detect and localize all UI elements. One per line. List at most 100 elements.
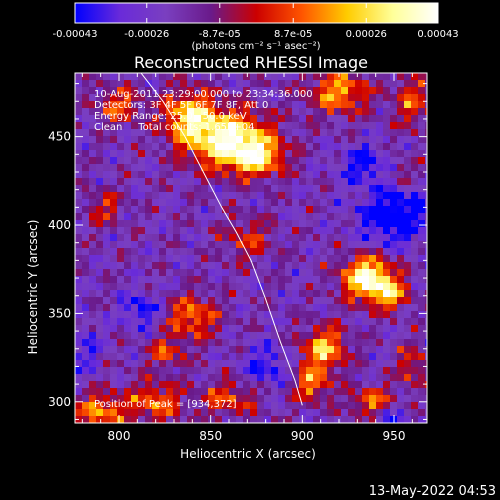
heatmap-cell (96, 395, 104, 403)
heatmap-cell (208, 73, 216, 81)
heatmap-cell (306, 206, 314, 214)
heatmap-cell (299, 206, 307, 214)
heatmap-cell (180, 199, 188, 207)
heatmap-cell (243, 157, 251, 165)
heatmap-cell (96, 353, 104, 361)
heatmap-cell (96, 206, 104, 214)
heatmap-cell (320, 241, 328, 249)
heatmap-cell (334, 374, 342, 382)
heatmap-cell (131, 157, 139, 165)
heatmap-cell (208, 290, 216, 298)
heatmap-cell (278, 402, 286, 410)
heatmap-cell (320, 185, 328, 193)
heatmap-cell (306, 150, 314, 158)
heatmap-cell (194, 283, 202, 291)
heatmap-cell (180, 129, 188, 137)
heatmap-cell (313, 227, 321, 235)
heatmap-cell (397, 199, 405, 207)
heatmap-cell (271, 178, 279, 186)
heatmap-cell (166, 94, 174, 102)
heatmap-cell (404, 129, 412, 137)
heatmap-cell (166, 395, 174, 403)
heatmap-cell (229, 346, 237, 354)
heatmap-cell (285, 129, 293, 137)
heatmap-cell (271, 269, 279, 277)
heatmap-cell (362, 325, 370, 333)
heatmap-cell (418, 374, 426, 382)
heatmap-cell (355, 353, 363, 361)
heatmap-cell (243, 297, 251, 305)
heatmap-cell (173, 199, 181, 207)
heatmap-cell (89, 157, 97, 165)
heatmap-cell (229, 185, 237, 193)
heatmap-cell (166, 136, 174, 144)
heatmap-cell (348, 332, 356, 340)
heatmap-cell (215, 367, 223, 375)
heatmap-cell (138, 199, 146, 207)
heatmap-cell (362, 178, 370, 186)
heatmap-cell (355, 199, 363, 207)
heatmap-cell (236, 395, 244, 403)
heatmap-cell (397, 325, 405, 333)
heatmap-cell (173, 94, 181, 102)
heatmap-cell (229, 283, 237, 291)
heatmap-cell (222, 213, 230, 221)
heatmap-cell (215, 241, 223, 249)
heatmap-cell (348, 353, 356, 361)
heatmap-cell (250, 199, 258, 207)
heatmap-cell (257, 87, 265, 95)
heatmap-cell (425, 339, 427, 347)
heatmap-cell (278, 332, 286, 340)
heatmap-cell (187, 185, 195, 193)
heatmap-cell (250, 325, 258, 333)
heatmap-cell (243, 276, 251, 284)
heatmap-cell (166, 220, 174, 228)
heatmap-cell (243, 122, 251, 130)
heatmap-cell (348, 129, 356, 137)
heatmap-cell (397, 409, 405, 417)
heatmap-cell (208, 283, 216, 291)
heatmap-cell (124, 262, 132, 270)
heatmap-cell (341, 234, 349, 242)
heatmap-cell (117, 171, 125, 179)
heatmap-cell (89, 108, 97, 116)
heatmap-cell (89, 276, 97, 284)
heatmap-cell (117, 339, 125, 347)
heatmap-cell (187, 402, 195, 410)
heatmap-cell (145, 346, 153, 354)
heatmap-cell (348, 136, 356, 144)
heatmap-cell (222, 136, 230, 144)
heatmap-cell (271, 171, 279, 179)
heatmap-cell (390, 395, 398, 403)
heatmap-cell (166, 122, 174, 130)
heatmap-cell (376, 318, 384, 326)
heatmap-cell (222, 108, 230, 116)
heatmap-cell (404, 87, 412, 95)
heatmap-cell (292, 122, 300, 130)
heatmap-cell (215, 311, 223, 319)
heatmap-cell (117, 311, 125, 319)
heatmap-cell (131, 192, 139, 200)
heatmap-cell (166, 157, 174, 165)
heatmap-cell (299, 101, 307, 109)
heatmap-cell (124, 185, 132, 193)
heatmap-cell (320, 346, 328, 354)
heatmap-cell (264, 395, 272, 403)
heatmap-cell (159, 171, 167, 179)
heatmap-cell (173, 108, 181, 116)
colorbar-tick-label: -0.00043 (53, 29, 98, 40)
heatmap-cell (166, 346, 174, 354)
heatmap-cell (383, 332, 391, 340)
heatmap-cell (243, 311, 251, 319)
heatmap-cell (222, 395, 230, 403)
heatmap-cell (243, 318, 251, 326)
heatmap-cell (369, 73, 377, 81)
heatmap-cell (383, 234, 391, 242)
heatmap-cell (383, 192, 391, 200)
heatmap-cell (264, 129, 272, 137)
heatmap-cell (124, 332, 132, 340)
heatmap-cell (229, 255, 237, 263)
heatmap-cell (320, 276, 328, 284)
heatmap-cell (250, 367, 258, 375)
heatmap-cell (404, 318, 412, 326)
